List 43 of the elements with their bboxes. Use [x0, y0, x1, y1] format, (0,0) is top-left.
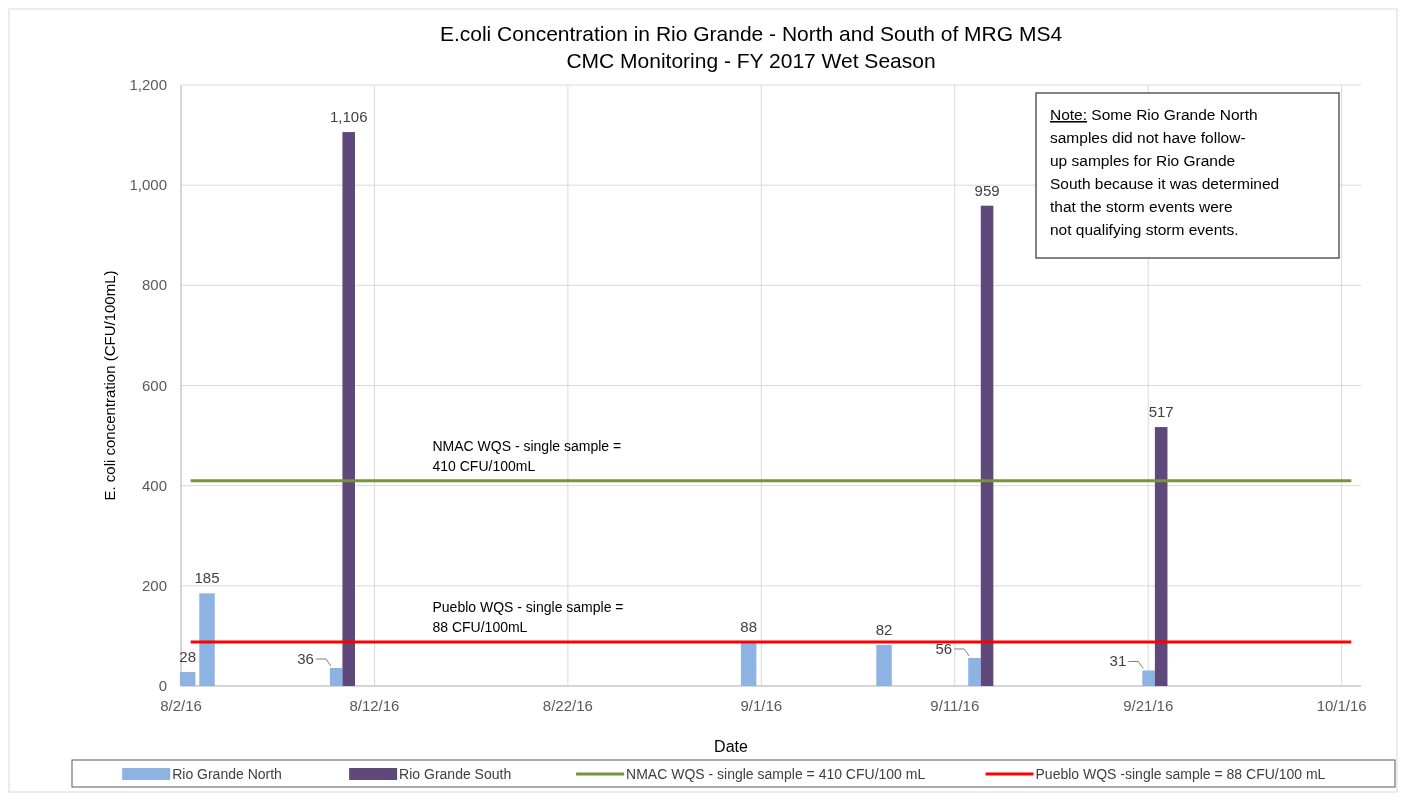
x-tick-label: 9/21/16: [1123, 697, 1174, 714]
x-axis-title: Date: [714, 738, 748, 755]
chart-title: E.coli Concentration in Rio Grande - North and South of MRG MS4: [439, 22, 1063, 45]
x-tick-label: 8/2/16: [160, 697, 202, 714]
y-tick-label: 0: [158, 677, 167, 694]
data-label: 185: [194, 569, 220, 587]
y-tick-label: 1,200: [129, 76, 167, 93]
legend-label: Rio Grande South: [399, 766, 512, 782]
data-label: 82: [875, 620, 893, 638]
x-tick-label: 9/1/16: [740, 697, 783, 714]
x-tick-label: 10/1/16: [1316, 697, 1367, 714]
data-label: 56: [935, 639, 953, 657]
chart-subtitle: CMC Monitoring - FY 2017 Wet Season: [566, 49, 936, 72]
data-label: 31: [1109, 652, 1127, 670]
data-label: 36: [297, 649, 314, 667]
note-box: Note: Some Rio Grande North samples did not have follow- up samples for Rio Grande South because it was determined that the storm events were not qualifying storm events.: [1035, 92, 1340, 259]
annotation: Note: Some Rio Grande North samples did not have follow- up samples for Rio Grande South because it was determined that the storm events were not qualifying storm events.: [1050, 106, 1280, 238]
bar: [199, 593, 215, 686]
data-label: 28: [179, 647, 197, 665]
y-axis-title: E. coli concentration (CFU/100mL): [100, 270, 118, 501]
bar: [342, 132, 355, 686]
y-tick-label: 200: [141, 576, 167, 594]
legend-label: NMAC WQS - single sample = 410 CFU/100 mL: [626, 766, 926, 782]
annotation: NMAC WQS - single sample = 410 CFU/100mL: [432, 437, 622, 474]
y-tick-label: 400: [141, 476, 167, 494]
bar: [980, 205, 994, 686]
data-label: 959: [974, 181, 1000, 199]
x-tick-label: 8/22/16: [542, 697, 593, 714]
bar: [740, 641, 757, 686]
bar: [1154, 427, 1168, 686]
y-tick-label: 1,000: [129, 176, 167, 194]
data-label: 1,106: [329, 108, 368, 126]
y-tick-label: 600: [141, 376, 167, 394]
data-label: 517: [1148, 403, 1174, 421]
x-tick-label: 9/11/16: [930, 697, 980, 714]
x-tick-label: 8/12/16: [349, 697, 400, 714]
data-label: 88: [740, 617, 757, 635]
bar: [876, 644, 892, 686]
bar: [179, 671, 196, 686]
legend-label: Rio Grande North: [172, 766, 282, 782]
y-tick-label: 800: [141, 276, 167, 294]
annotation: Pueblo WQS - single sample = 88 CFU/100mL: [432, 598, 624, 635]
legend-label: Pueblo WQS -single sample = 88 CFU/100 mL: [1035, 766, 1326, 782]
